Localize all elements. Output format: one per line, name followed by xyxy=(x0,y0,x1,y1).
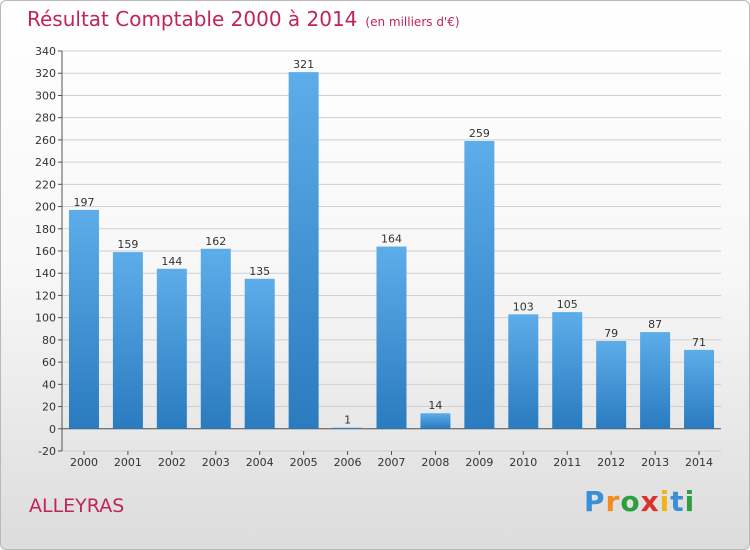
data-label: 87 xyxy=(648,318,662,331)
proxiti-logo: Proxiti xyxy=(584,485,695,518)
y-tick-label: 160 xyxy=(35,245,56,258)
y-tick-label: 340 xyxy=(35,45,56,58)
bar xyxy=(112,252,143,429)
y-tick-label: 180 xyxy=(35,223,56,236)
y-tick-label: 20 xyxy=(42,401,56,414)
x-tick-label: 2007 xyxy=(378,456,406,469)
x-tick-label: 2009 xyxy=(465,456,493,469)
data-label: 79 xyxy=(604,327,618,340)
y-tick-label: 280 xyxy=(35,112,56,125)
bar xyxy=(332,427,363,429)
y-tick-label: 300 xyxy=(35,89,56,102)
x-tick-label: 2004 xyxy=(246,456,274,469)
x-tick-label: 2003 xyxy=(202,456,230,469)
bar xyxy=(640,332,671,429)
chart-subtitle: (en milliers d'€) xyxy=(365,15,460,29)
y-tick-label: 200 xyxy=(35,201,56,214)
commune-name: ALLEYRAS xyxy=(29,495,125,517)
bars xyxy=(68,72,715,429)
bar xyxy=(200,248,231,429)
bar xyxy=(464,141,495,429)
x-tick-label: 2001 xyxy=(114,456,142,469)
logo-letter: o xyxy=(620,485,641,518)
y-tick-label: 220 xyxy=(35,178,56,191)
y-tick-label: 260 xyxy=(35,134,56,147)
bar xyxy=(596,341,627,429)
x-tick-label: 2006 xyxy=(334,456,362,469)
y-tick-label: -20 xyxy=(38,445,56,458)
y-tick-label: 240 xyxy=(35,156,56,169)
x-tick-label: 2012 xyxy=(597,456,625,469)
data-label: 105 xyxy=(557,298,578,311)
bar xyxy=(244,278,275,429)
logo-letter: x xyxy=(640,485,660,518)
y-tick-label: 140 xyxy=(35,267,56,280)
x-tick-label: 2014 xyxy=(685,456,713,469)
bar xyxy=(420,413,451,429)
x-tick-label: 2013 xyxy=(641,456,669,469)
chart-title: Résultat Comptable 2000 à 2014 (en millie… xyxy=(27,7,460,31)
y-tick-label: 0 xyxy=(49,423,56,436)
y-tick-label: 40 xyxy=(42,378,56,391)
bar xyxy=(508,314,539,429)
bar xyxy=(552,312,583,429)
data-label: 164 xyxy=(381,233,402,246)
logo-letter: P xyxy=(584,485,606,518)
x-tick-label: 2011 xyxy=(553,456,581,469)
x-tick-label: 2010 xyxy=(509,456,537,469)
data-label: 321 xyxy=(293,58,314,71)
bar xyxy=(156,268,187,429)
data-label: 159 xyxy=(117,238,138,251)
logo-letter: i xyxy=(684,485,696,518)
chart-title-text: Résultat Comptable 2000 à 2014 xyxy=(27,7,358,31)
logo-letter: r xyxy=(605,485,621,518)
data-label: 197 xyxy=(73,196,94,209)
data-label: 14 xyxy=(428,399,442,412)
y-tick-label: 60 xyxy=(42,356,56,369)
logo-letter: t xyxy=(670,485,685,518)
data-label: 162 xyxy=(205,235,226,248)
data-label: 71 xyxy=(692,336,706,349)
y-tick-label: 100 xyxy=(35,312,56,325)
data-labels: 197 159 144 162 135 321 1 164 14 259 103 105 79 87 71 xyxy=(73,58,706,427)
bar xyxy=(684,349,715,429)
x-tick-label: 2005 xyxy=(290,456,318,469)
x-tick-label: 2000 xyxy=(70,456,98,469)
data-label: 103 xyxy=(513,300,534,313)
bar xyxy=(376,246,407,429)
data-label: 144 xyxy=(161,255,182,268)
y-tick-label: 120 xyxy=(35,289,56,302)
data-label: 1 xyxy=(344,414,351,427)
x-tick-label: 2002 xyxy=(158,456,186,469)
y-tick-label: 320 xyxy=(35,67,56,80)
bar xyxy=(288,72,319,429)
logo-letter: i xyxy=(659,485,671,518)
data-label: 135 xyxy=(249,265,270,278)
x-tick-label: 2008 xyxy=(421,456,449,469)
y-tick-label: 80 xyxy=(42,334,56,347)
bar xyxy=(68,209,99,429)
data-label: 259 xyxy=(469,127,490,140)
